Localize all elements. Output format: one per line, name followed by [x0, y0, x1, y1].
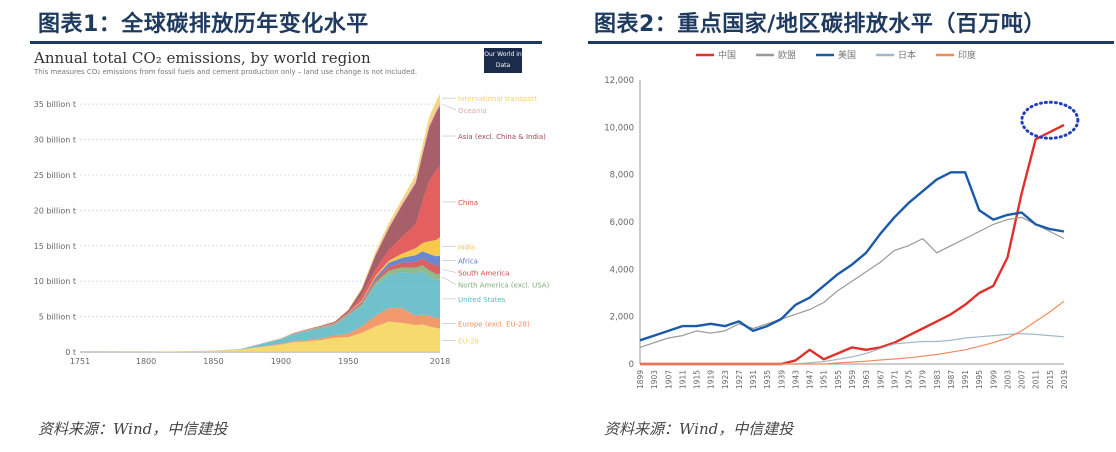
chart1-x-tick: 1800 [136, 357, 156, 366]
chart2-y-tick: 10,000 [604, 123, 634, 133]
chart2-x-tick: 1923 [721, 370, 730, 389]
figure1-panel: 图表1：全球碳排放历年变化水平 Annual total CO₂ emissio… [0, 0, 550, 452]
chart2-y-tick: 0 [629, 360, 634, 370]
chart1-series-label: Asia (excl. China & India) [458, 133, 546, 141]
chart1-series-label: South America [458, 269, 509, 277]
owid-logo: Our World in Data [484, 48, 522, 73]
chart2-x-tick: 1975 [905, 370, 914, 389]
chart1-y-tick: 30 billion t [34, 136, 76, 145]
chart1-y-tick: 35 billion t [34, 100, 76, 109]
chart2-y-tick: 8,000 [610, 171, 634, 181]
chart1-y-tick: 5 billion t [39, 313, 76, 322]
figure1-heading: 图表1：全球碳排放历年变化水平 [38, 12, 369, 37]
chart1-series-label: China [458, 199, 478, 207]
chart2-line-series-2 [639, 171, 1065, 342]
chart1-x-tick: 2018 [430, 357, 450, 366]
chart2-x-tick: 1935 [763, 370, 772, 389]
chart2-legend-label: 日本 [898, 49, 916, 61]
chart2-x-tick: 1947 [806, 370, 815, 389]
chart2-x-tick: 1943 [791, 370, 800, 389]
chart2-x-tick: 1931 [749, 370, 758, 389]
chart2-x-tick: 1959 [848, 370, 857, 389]
chart2-x-tick: 2019 [1060, 370, 1069, 389]
chart2-x-tick: 1995 [975, 370, 984, 389]
chart1-series-label: International transport [458, 95, 538, 103]
chart2-x-tick: 1971 [890, 370, 899, 389]
chart2-x-tick: 1911 [678, 370, 687, 389]
figure1-source: 资料来源：Wind，中信建投 [38, 420, 228, 438]
chart2-y-tick: 2,000 [610, 313, 634, 323]
chart2-x-tick: 1991 [961, 370, 970, 389]
chart1-label-leader [441, 276, 457, 285]
chart1-area-series-0 [80, 321, 440, 352]
chart2-x-tick: 2015 [1046, 370, 1055, 389]
chart2-x-tick: 1955 [834, 370, 843, 389]
figure2-heading: 图表2：重点国家/地区碳排放水平（百万吨） [594, 12, 1046, 37]
chart1-x-tick: 1850 [203, 357, 223, 366]
chart2-x-tick: 1899 [636, 370, 645, 389]
chart1-y-tick: 0 t [65, 348, 76, 357]
chart2-x-tick: 1999 [989, 370, 998, 389]
chart2-highlight-ellipse [1020, 100, 1080, 140]
chart2-x-tick: 1967 [876, 370, 885, 389]
chart1-label-leader [441, 269, 457, 273]
chart2-svg: 中国 欧盟 美国 日本 印度 0 2,000 4,000 6,000 8,000 10,000 12,… [604, 49, 1080, 389]
chart2-legend-label: 印度 [958, 49, 976, 61]
chart1-series-label: India [458, 243, 475, 251]
chart1-y-tick: 20 billion t [34, 206, 76, 215]
chart1-area-series-5 [80, 251, 440, 352]
chart1-area-series-1 [80, 308, 440, 352]
chart2-x-tick: 1927 [735, 370, 744, 389]
chart2-line-series-4 [640, 300, 1065, 365]
chart1-x-tick: 1900 [271, 357, 291, 366]
chart1-series-label: EU-28 [458, 337, 479, 345]
chart1-y-tick: 15 billion t [34, 242, 76, 251]
chart2-x-tick: 1915 [693, 370, 702, 389]
chart2-y-tick: 6,000 [610, 218, 634, 228]
chart2-legend-label: 美国 [838, 49, 856, 61]
chart2-legend-label: 欧盟 [778, 49, 796, 61]
chart1-subtitle: This measures CO₂ emissions from fossil … [34, 68, 418, 76]
chart2-x-tick: 1983 [933, 370, 942, 389]
figure1-rule [30, 41, 542, 44]
chart1-y-tick: 25 billion t [34, 171, 76, 180]
chart2-line-series-3 [640, 333, 1065, 365]
chart2-x-tick: 2011 [1032, 370, 1041, 389]
chart2-x-tick: 1979 [919, 370, 928, 389]
figure2-rule [588, 41, 1114, 44]
chart1-series-label: United States [458, 296, 506, 304]
chart1-svg: 0 t 5 billion t 10 billion t 15 billion t 20… [34, 93, 550, 366]
chart1-label-leader [441, 103, 457, 111]
chart2-x-tick: 1987 [947, 370, 956, 389]
chart2-line-series-1 [639, 216, 1065, 348]
chart2-x-tick: 2003 [1003, 370, 1012, 389]
chart2-x-tick: 2007 [1018, 370, 1027, 389]
chart2-y-tick: 12,000 [604, 76, 634, 86]
chart2-legend-label: 中国 [718, 49, 736, 61]
chart1-x-tick: 1751 [70, 357, 90, 366]
chart1-series-label: Oceania [458, 107, 487, 115]
chart2-line-series-0 [640, 123, 1065, 366]
chart1-series-label: Africa [458, 257, 478, 265]
chart2-x-tick: 1903 [650, 370, 659, 389]
chart1-title: Annual total CO₂ emissions, by world reg… [34, 49, 371, 67]
chart1-x-tick: 1950 [338, 357, 358, 366]
chart1-series-label: Europe (excl. EU-28) [458, 320, 530, 328]
chart2-x-tick: 1951 [820, 370, 829, 389]
figure2-source: 资料来源：Wind，中信建投 [604, 420, 794, 438]
chart2-x-tick: 1907 [664, 370, 673, 389]
chart2-y-tick: 4,000 [610, 265, 634, 275]
figure2-panel: 图表2：重点国家/地区碳排放水平（百万吨） 中国 欧盟 美国 日本 印度 0 2,000 4,… [568, 0, 1116, 452]
chart2-x-tick: 1963 [862, 370, 871, 389]
chart2-x-tick: 1919 [707, 370, 716, 389]
chart1-y-tick: 10 billion t [34, 277, 76, 286]
chart2-x-tick: 1939 [777, 370, 786, 389]
chart1-area-series-2 [80, 271, 440, 352]
chart1-series-label: North America (excl. USA) [458, 281, 550, 289]
